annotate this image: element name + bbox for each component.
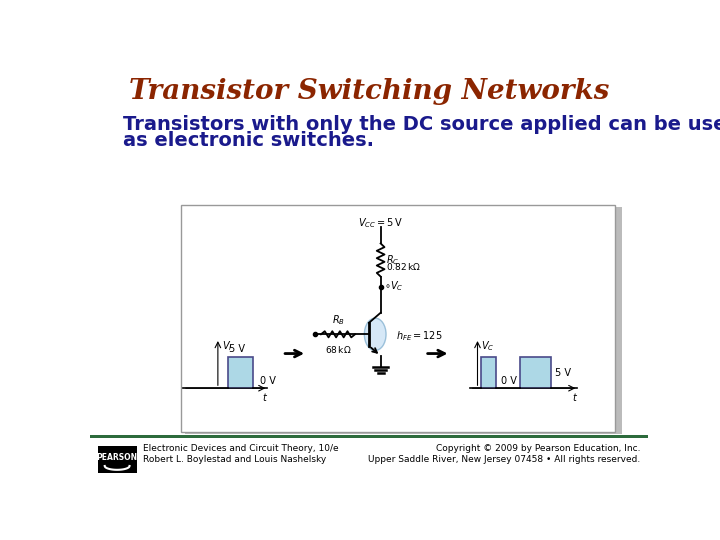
Text: 0 V: 0 V — [500, 376, 516, 386]
Text: Electronic Devices and Circuit Theory, 10/e: Electronic Devices and Circuit Theory, 1… — [143, 444, 338, 453]
Bar — [181, 205, 616, 432]
Text: t: t — [262, 393, 266, 403]
Text: 0 V: 0 V — [261, 376, 276, 386]
Bar — [98, 446, 137, 473]
Text: $V_i$: $V_i$ — [222, 340, 233, 354]
Polygon shape — [520, 357, 551, 388]
Text: Upper Saddle River, New Jersey 07458 • All rights reserved.: Upper Saddle River, New Jersey 07458 • A… — [368, 455, 640, 463]
Polygon shape — [481, 357, 496, 388]
Text: as electronic switches.: as electronic switches. — [122, 131, 374, 150]
Text: Copyright © 2009 by Pearson Education, Inc.: Copyright © 2009 by Pearson Education, I… — [436, 444, 640, 453]
Text: t: t — [572, 393, 576, 403]
Text: $\circ V_C$: $\circ V_C$ — [384, 280, 404, 293]
Polygon shape — [228, 357, 253, 388]
Text: $h_{FE} = 125$: $h_{FE} = 125$ — [396, 329, 443, 343]
Text: $V_{CC} = 5\,\mathrm{V}$: $V_{CC} = 5\,\mathrm{V}$ — [359, 216, 403, 229]
Text: $V_C$: $V_C$ — [482, 340, 495, 354]
Text: Transistor Switching Networks: Transistor Switching Networks — [129, 78, 609, 105]
Text: Transistors with only the DC source applied can be used: Transistors with only the DC source appl… — [122, 116, 720, 134]
Text: $R_C$: $R_C$ — [386, 253, 400, 267]
Bar — [184, 207, 622, 434]
Text: $R_B$: $R_B$ — [331, 313, 344, 327]
Ellipse shape — [364, 318, 386, 350]
Bar — [90, 435, 648, 438]
Text: $68\,\mathrm{k\Omega}$: $68\,\mathrm{k\Omega}$ — [325, 343, 351, 355]
Text: 5 V: 5 V — [229, 343, 246, 354]
Text: 5 V: 5 V — [555, 368, 571, 378]
Text: PEARSON: PEARSON — [96, 453, 138, 462]
Text: Robert L. Boylestad and Louis Nashelsky: Robert L. Boylestad and Louis Nashelsky — [143, 455, 326, 463]
Text: $0.82\,\mathrm{k\Omega}$: $0.82\,\mathrm{k\Omega}$ — [386, 261, 421, 272]
